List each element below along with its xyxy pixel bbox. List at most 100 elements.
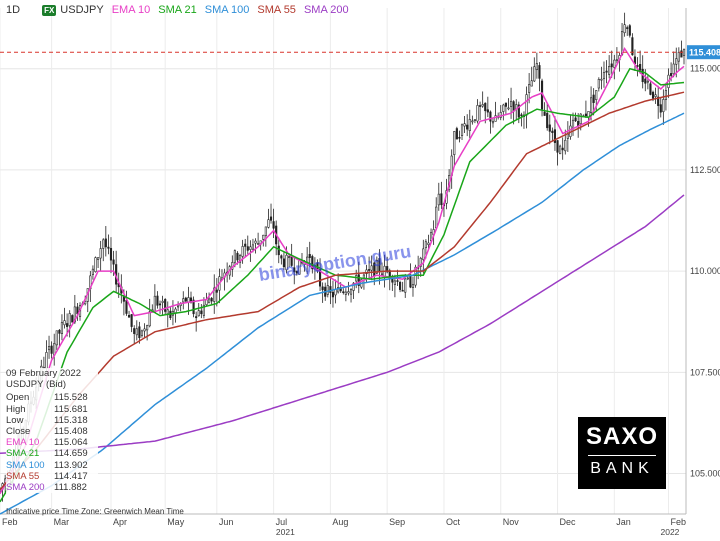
candle-body xyxy=(109,248,113,261)
candle-body xyxy=(574,117,577,122)
candle-body xyxy=(148,311,151,327)
info-label: Close xyxy=(6,426,31,438)
candle-body xyxy=(285,254,288,271)
x-year-label: 2021 xyxy=(276,527,295,536)
candle-body xyxy=(238,255,242,263)
x-tick-label: Jan xyxy=(616,517,631,527)
candle-body xyxy=(548,124,551,132)
logo-line1: SAXO xyxy=(585,423,658,450)
candle-body xyxy=(331,291,335,298)
candle-body xyxy=(84,300,87,305)
candle-body xyxy=(215,289,218,293)
candle-body xyxy=(427,242,430,245)
legend-sma21[interactable]: SMA 21 xyxy=(158,4,197,16)
candle-body xyxy=(437,193,440,206)
legend-sma200[interactable]: SMA 200 xyxy=(303,4,349,16)
candle-body xyxy=(494,115,497,122)
x-tick-label: Aug xyxy=(332,517,348,527)
info-row-ema10: EMA 10 115.064 xyxy=(6,437,98,448)
candle-body xyxy=(649,83,652,95)
y-tick-label: 105.000 xyxy=(690,469,720,479)
candle-body xyxy=(349,289,353,295)
candle-body xyxy=(161,300,164,303)
candle-body xyxy=(60,322,64,334)
info-value: 111.882 xyxy=(54,482,87,494)
info-value: 115.318 xyxy=(54,414,88,426)
candle-body xyxy=(639,64,642,71)
info-value: 114.417 xyxy=(54,470,88,482)
info-value: 115.681 xyxy=(54,403,88,415)
candle-body xyxy=(455,128,458,140)
candle-body xyxy=(654,94,657,97)
candle-body xyxy=(393,280,396,285)
legend-sma55[interactable]: SMA 55 xyxy=(257,4,296,16)
candle-body xyxy=(473,119,477,121)
candle-body xyxy=(682,48,686,56)
symbol-label[interactable]: USDJPY xyxy=(60,4,104,16)
candle-body xyxy=(329,286,332,293)
info-label: SMA 55 xyxy=(6,470,40,482)
info-label: EMA 10 xyxy=(6,437,40,449)
series-line-sma200 xyxy=(0,194,685,455)
fx-badge: FX xyxy=(42,4,57,16)
candle-body xyxy=(651,91,655,99)
candle-body xyxy=(615,59,618,62)
candle-body xyxy=(507,107,510,110)
x-tick-label: Dec xyxy=(560,517,577,527)
series-line-sma100 xyxy=(0,112,685,515)
candle-body xyxy=(468,119,471,131)
candle-body xyxy=(386,266,389,273)
logo-rule xyxy=(588,455,656,456)
x-tick-label: Jun xyxy=(219,517,234,527)
x-tick-label: Sep xyxy=(389,517,405,527)
series-line-sma55 xyxy=(0,91,685,491)
candle-body xyxy=(556,140,559,153)
candle-body xyxy=(244,243,247,247)
candle-body xyxy=(675,58,678,65)
series-line-sma21 xyxy=(0,67,685,503)
candle-body xyxy=(375,259,378,274)
candle-body xyxy=(143,328,146,332)
candle-body xyxy=(352,282,355,291)
candle-body xyxy=(584,113,587,117)
info-row-sma100: SMA 100 113.902 xyxy=(6,460,98,471)
candle-body xyxy=(55,330,58,346)
candle-body xyxy=(264,226,267,236)
candle-body xyxy=(525,94,528,116)
candle-body xyxy=(571,119,575,129)
candle-body xyxy=(58,329,61,334)
candle-body xyxy=(138,326,141,339)
last-price-label: 115.408 xyxy=(689,48,720,58)
candle-body xyxy=(91,268,94,275)
candle-body xyxy=(210,297,213,302)
candle-body xyxy=(509,100,513,107)
candle-body xyxy=(466,124,469,130)
candle-body xyxy=(213,287,216,302)
candle-body xyxy=(97,257,100,260)
candle-body xyxy=(502,104,505,112)
candle-body xyxy=(311,256,314,270)
candle-body xyxy=(197,310,200,317)
legend-ema10[interactable]: EMA 10 xyxy=(111,4,151,16)
info-value: 115.064 xyxy=(54,437,88,449)
candle-body xyxy=(280,255,283,259)
last-price-badge xyxy=(687,45,720,60)
candle-body xyxy=(318,269,322,287)
candle-body xyxy=(370,265,373,271)
info-row-sma200: SMA 200 111.882 xyxy=(6,482,98,493)
candle-body xyxy=(476,105,479,122)
candle-body xyxy=(251,244,255,250)
candle-body xyxy=(484,102,487,112)
timeframe-label[interactable]: 1D xyxy=(6,4,21,16)
y-tick-label: 112.500 xyxy=(690,165,720,175)
legend-sma100[interactable]: SMA 100 xyxy=(204,4,250,16)
candle-body xyxy=(561,147,564,151)
candle-body xyxy=(267,219,270,228)
info-row-sma21: SMA 21 114.659 xyxy=(6,448,98,459)
candle-body xyxy=(293,267,296,273)
candle-body xyxy=(249,246,252,250)
x-year-label: 2022 xyxy=(661,527,680,536)
candle-body xyxy=(63,320,66,326)
info-row-sma55: SMA 55 114.417 xyxy=(6,471,98,482)
